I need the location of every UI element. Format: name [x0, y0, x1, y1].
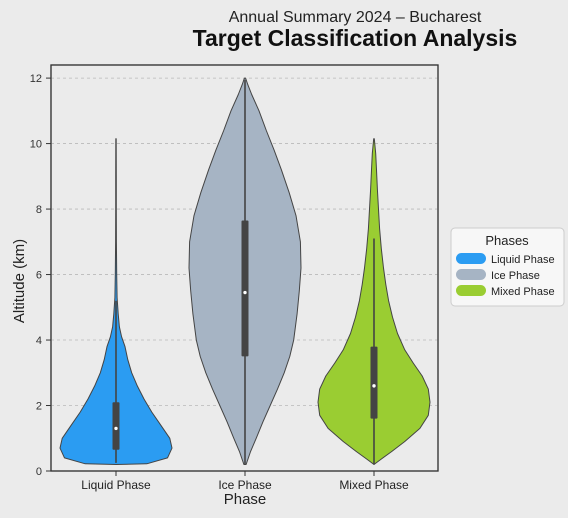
violin-median — [114, 426, 118, 431]
chart-title: Target Classification Analysis — [193, 25, 518, 51]
tick-layer: 0 2 4 6 8 10 12 Liquid Phase Ice Phase Mixed Phas… — [30, 73, 409, 492]
x-tick-label: Ice Phase — [218, 478, 272, 492]
legend-swatch — [456, 253, 486, 264]
y-tick-label: 6 — [36, 270, 42, 282]
chart-subtitle: Annual Summary 2024 – Bucharest — [229, 9, 482, 26]
y-axis-label: Altitude (km) — [11, 239, 28, 323]
legend-label: Ice Phase — [491, 270, 540, 282]
violin-iqr-box — [112, 402, 120, 450]
legend-swatch — [456, 285, 486, 296]
violin-iqr-box — [370, 346, 378, 419]
legend-title: Phases — [485, 233, 529, 248]
x-tick-label: Mixed Phase — [339, 478, 409, 492]
violin-iqr-box — [241, 220, 249, 357]
legend: Phases Liquid Phase Ice Phase Mixed Phase — [450, 227, 565, 307]
x-tick-label: Liquid Phase — [81, 478, 151, 492]
legend-swatch — [456, 269, 486, 280]
x-axis-label: Phase — [224, 491, 267, 508]
legend-items: Liquid Phase Ice Phase Mixed Phase — [456, 253, 555, 298]
legend-label: Mixed Phase — [491, 286, 555, 298]
y-tick-label: 0 — [36, 466, 42, 478]
y-tick-label: 10 — [30, 139, 42, 151]
violin-median — [243, 290, 247, 295]
y-tick-label: 12 — [30, 73, 42, 85]
violin-median — [372, 384, 376, 388]
violin-layer — [59, 77, 431, 465]
y-tick-label: 8 — [36, 204, 42, 216]
y-tick-label: 4 — [36, 335, 42, 347]
y-tick-label: 2 — [36, 401, 42, 413]
legend-label: Liquid Phase — [491, 254, 555, 266]
